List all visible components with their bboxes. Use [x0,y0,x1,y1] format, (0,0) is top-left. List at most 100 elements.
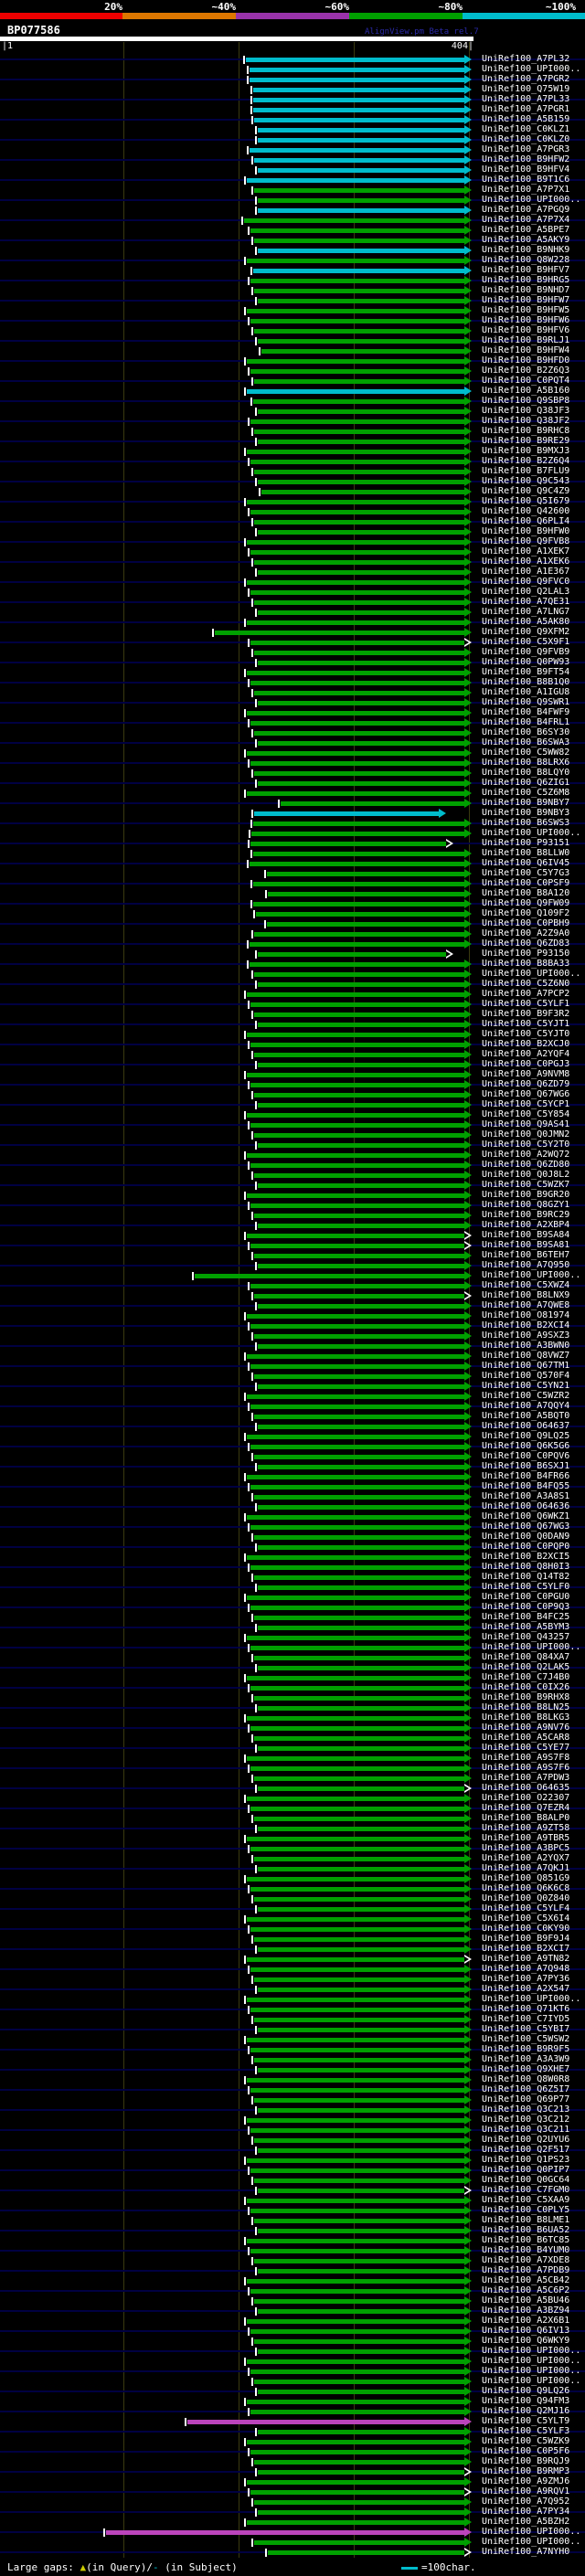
alignment-bar[interactable] [250,1927,464,1932]
hit-label[interactable]: UniRef100_A5BU46 [482,2295,570,2306]
alignment-bar[interactable] [247,450,464,454]
hit-label[interactable]: UniRef100_Q6IV45 [482,858,570,868]
hit-label[interactable]: UniRef100_A9RQV1 [482,2486,570,2496]
alignment-bar[interactable] [268,2550,464,2555]
alignment-bar[interactable] [254,158,464,163]
hit-label[interactable]: UniRef100_B6SWS3 [482,818,570,828]
hit-label[interactable]: UniRef100_Q9XHE7 [482,2064,570,2074]
alignment-bar[interactable] [258,1224,464,1228]
alignment-bar[interactable] [247,2520,464,2525]
alignment-bar[interactable] [250,279,464,283]
alignment-bar[interactable] [254,470,464,474]
hit-label[interactable]: UniRef100_B9HFW7 [482,295,570,305]
hit-label[interactable]: UniRef100_B8BA33 [482,959,570,969]
hit-label[interactable]: UniRef100_P93150 [482,949,570,959]
alignment-bar[interactable] [258,2510,464,2515]
hit-label[interactable]: UniRef100_Q5I679 [482,496,570,506]
hit-label[interactable]: UniRef100_A7QKJ1 [482,1863,570,1873]
hit-label[interactable]: UniRef100_B9GR20 [482,1190,570,1200]
alignment-bar[interactable] [247,1394,464,1399]
alignment-bar[interactable] [254,1616,464,1620]
hit-label[interactable]: UniRef100_C5Y854 [482,1109,570,1119]
hit-label[interactable]: UniRef100_O64636 [482,1501,570,1511]
hit-label[interactable]: UniRef100_B7FLU9 [482,466,570,476]
alignment-bar[interactable] [254,2138,464,2143]
alignment-bar[interactable] [254,2540,464,2545]
alignment-bar[interactable] [258,2148,464,2153]
hit-label[interactable]: UniRef100_A3BZ94 [482,2306,570,2316]
alignment-bar[interactable] [258,982,464,987]
alignment-bar[interactable] [254,2098,464,2103]
hit-label[interactable]: UniRef100_Q67WG3 [482,1521,570,1532]
alignment-bar[interactable] [258,2269,464,2274]
alignment-bar[interactable] [250,1525,464,1530]
hit-label[interactable]: UniRef100_Q0Z840 [482,1893,570,1903]
hit-label[interactable]: UniRef100_C5YLF3 [482,2426,570,2436]
alignment-bar[interactable] [254,1173,464,1178]
hit-label[interactable]: UniRef100_UPI000.. [482,828,581,838]
hit-label[interactable]: UniRef100_Q6K5G6 [482,1441,570,1451]
hit-label[interactable]: UniRef100_C0PSF9 [482,878,570,888]
alignment-bar[interactable] [254,1093,464,1097]
alignment-bar[interactable] [254,1937,464,1942]
alignment-bar[interactable] [250,2249,464,2253]
hit-label[interactable]: UniRef100_C5X6I4 [482,1913,570,1924]
alignment-bar[interactable] [250,1083,464,1087]
hit-label[interactable]: UniRef100_B8A120 [482,888,570,898]
alignment-bar[interactable] [254,289,464,293]
hit-label[interactable]: UniRef100_A7PGR3 [482,144,570,154]
alignment-bar[interactable] [254,2460,464,2465]
alignment-bar[interactable] [250,1244,464,1248]
alignment-bar[interactable] [254,429,464,434]
hit-label[interactable]: UniRef100_B8B1Q0 [482,677,570,687]
hit-label[interactable]: UniRef100_UPI000.. [482,1994,581,2004]
alignment-bar[interactable] [247,2279,464,2284]
hit-label[interactable]: UniRef100_A2X6B1 [482,2316,570,2326]
alignment-bar[interactable] [258,701,464,705]
hit-label[interactable]: UniRef100_B8LNX9 [482,1290,570,1300]
hit-label[interactable]: UniRef100_A5CB42 [482,2275,570,2285]
hit-label[interactable]: UniRef100_Q9XFM2 [482,627,570,637]
alignment-bar[interactable] [258,1103,464,1108]
alignment-bar[interactable] [258,1063,464,1067]
alignment-bar[interactable] [246,58,464,62]
hit-label[interactable]: UniRef100_UPI000.. [482,2366,581,2376]
hit-label[interactable]: UniRef100_Q9C543 [482,476,570,486]
alignment-bar[interactable] [250,2490,464,2495]
hit-label[interactable]: UniRef100_Q2LAL3 [482,587,570,597]
hit-label[interactable]: UniRef100_C5X9F1 [482,637,570,647]
hit-label[interactable]: UniRef100_A3BPC5 [482,1843,570,1853]
alignment-bar[interactable] [250,761,464,766]
alignment-bar[interactable] [254,1897,464,1902]
alignment-bar[interactable] [250,2008,464,2012]
hit-label[interactable]: UniRef100_Q2MJ16 [482,2406,570,2416]
alignment-bar[interactable] [258,2390,464,2394]
alignment-bar[interactable] [247,1033,464,1037]
hit-label[interactable]: UniRef100_C7IYD5 [482,2014,570,2024]
alignment-bar[interactable] [253,108,464,112]
hit-label[interactable]: UniRef100_C5XWZ4 [482,1280,570,1290]
alignment-bar[interactable] [258,1143,464,1148]
hit-label[interactable]: UniRef100_Q6WKY9 [482,2336,570,2346]
hit-label[interactable]: UniRef100_A7PY34 [482,2507,570,2517]
alignment-bar[interactable] [258,1264,464,1268]
hit-label[interactable]: UniRef100_A1XEK7 [482,546,570,557]
hit-label[interactable]: UniRef100_B8LKG3 [482,1712,570,1723]
hit-label[interactable]: UniRef100_Q67WG6 [482,1089,570,1099]
hit-label[interactable]: UniRef100_Q75W19 [482,84,570,94]
hit-label[interactable]: UniRef100_Q9FVC0 [482,577,570,587]
hit-label[interactable]: UniRef100_C0PBH9 [482,918,570,928]
hit-label[interactable]: UniRef100_A5B159 [482,114,570,124]
alignment-bar[interactable] [247,2319,464,2324]
alignment-bar[interactable] [250,319,464,323]
alignment-bar[interactable] [247,1435,464,1439]
hit-label[interactable]: UniRef100_B9MXJ3 [482,446,570,456]
hit-label[interactable]: UniRef100_UPI000.. [482,2537,581,2547]
alignment-bar[interactable] [247,1354,464,1359]
alignment-bar[interactable] [247,1073,464,1077]
alignment-bar[interactable] [247,620,464,625]
hit-label[interactable]: UniRef100_A5BPE7 [482,225,570,235]
hit-label[interactable]: UniRef100_B8LME1 [482,2215,570,2225]
alignment-bar[interactable] [254,1214,464,1218]
hit-label[interactable]: UniRef100_B9HFW6 [482,315,570,325]
